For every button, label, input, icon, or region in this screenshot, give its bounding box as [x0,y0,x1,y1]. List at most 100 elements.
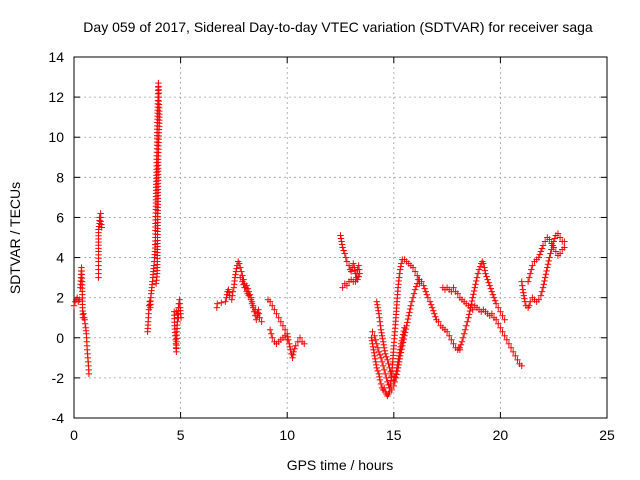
data-point [422,288,429,295]
data-point [489,291,497,298]
data-point [405,312,412,319]
data-point [371,332,378,339]
data-point [401,324,408,331]
data-point [392,370,400,378]
data-point [174,311,181,318]
data-point [552,248,560,255]
data-point [289,354,296,362]
data-point [218,299,225,306]
data-point [152,280,160,287]
data-point [556,234,564,241]
data-point [548,240,555,247]
data-point [476,263,484,270]
data-point [379,362,387,370]
data-point [356,270,363,277]
data-point [468,297,476,305]
y-tick-label: -2 [52,370,65,386]
data-point [536,251,544,258]
data-point [393,364,401,372]
data-point [501,316,508,323]
data-point [430,307,437,314]
data-point [379,338,387,345]
data-point [488,310,496,317]
data-point [482,270,489,277]
data-point [373,361,380,369]
data-point [249,302,257,309]
data-point [468,301,475,308]
data-point [545,257,552,265]
data-point [394,358,402,366]
data-point [527,298,534,305]
y-tick-label: 10 [48,129,64,145]
data-point [473,274,481,281]
x-axis-label: GPS time / hours [287,457,394,473]
data-point [539,242,547,249]
data-point [525,274,533,281]
data-point [514,356,521,364]
data-point [370,346,377,354]
data-point [554,230,562,237]
data-point [378,332,386,339]
data-point [384,356,391,364]
data-point [529,262,536,269]
data-point [467,304,474,311]
data-point [372,336,379,343]
y-tick-label: -4 [52,410,65,426]
data-point [395,352,403,360]
data-point [376,314,383,321]
data-point [373,298,380,305]
data-point [377,326,385,333]
data-point [375,348,383,356]
data-point [222,298,229,305]
data-point [382,350,389,358]
data-point [247,294,255,301]
data-point [470,287,478,295]
data-point [454,290,461,297]
data-point [396,349,403,357]
data-point [424,294,432,301]
data-point [547,250,554,257]
data-point [509,348,517,356]
data-point [512,352,519,360]
data-point [281,326,289,333]
y-tick-label: 0 [56,330,64,346]
data-point [481,264,488,271]
data-point [492,316,500,323]
data-point [446,332,453,339]
data-point [350,260,357,267]
data-point [501,332,508,339]
data-point [475,266,483,273]
data-point [393,367,400,375]
data-point [490,294,498,301]
data-point [520,289,527,296]
data-point [371,352,378,360]
data-point [537,292,545,299]
data-point [391,373,399,381]
data-point [396,346,404,354]
data-point [355,262,362,269]
data-point [237,274,244,281]
data-point [495,304,502,311]
data-point [229,288,237,295]
data-point [379,335,386,342]
data-point [423,291,431,298]
data-point [550,244,557,251]
data-point [484,276,491,283]
y-tick-label: 4 [56,250,64,266]
data-point [338,238,345,245]
data-point [214,300,221,307]
data-point [384,378,391,386]
data-point [378,329,385,336]
data-point [460,330,468,337]
data-point [544,264,551,271]
data-point [507,344,515,352]
data-point [427,301,435,308]
data-point [473,277,480,285]
data-point [561,244,568,251]
plot-frame [73,56,608,419]
data-point [70,302,78,309]
data-point [491,297,499,304]
data-point [279,322,287,329]
